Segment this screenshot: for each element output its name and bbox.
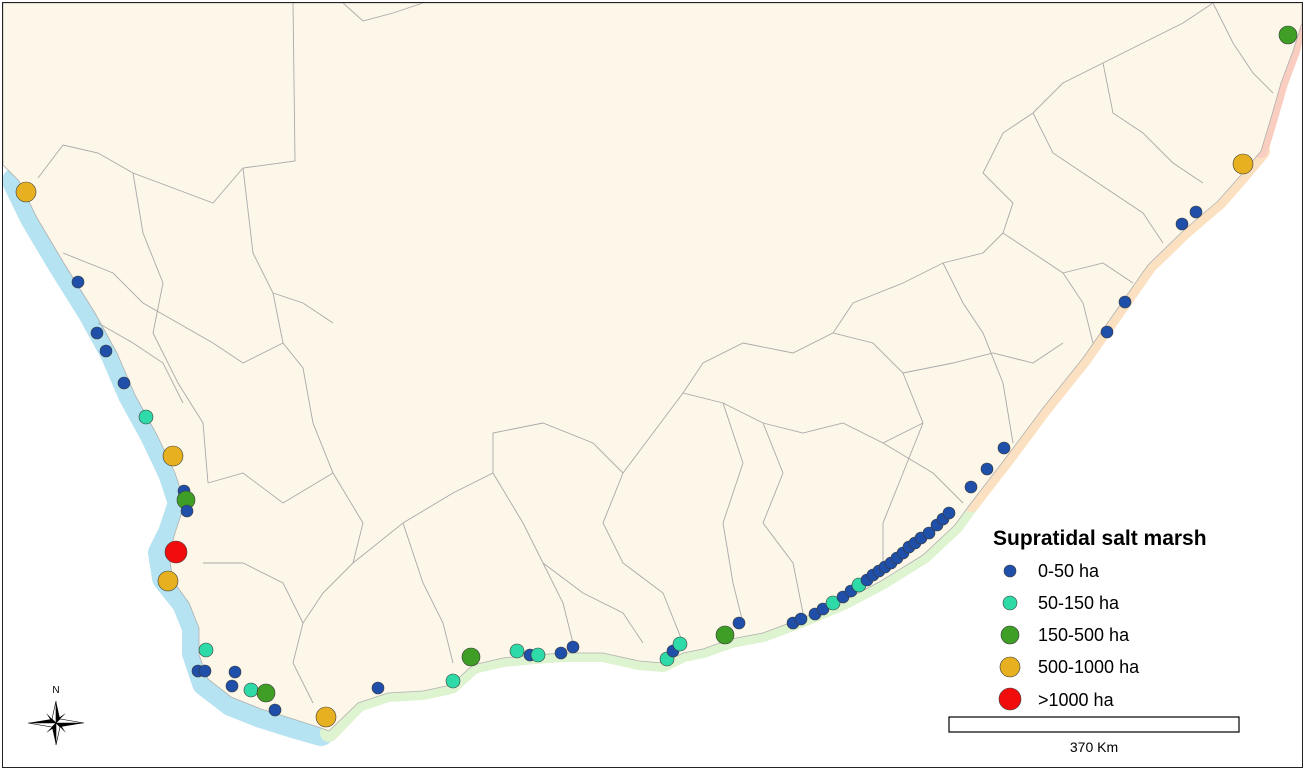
legend-label-2: 150-500 ha bbox=[1038, 625, 1130, 645]
site-marker bbox=[732, 616, 746, 630]
site-marker bbox=[825, 595, 841, 611]
site-marker bbox=[1232, 153, 1254, 175]
site-marker bbox=[371, 681, 385, 695]
site-marker bbox=[162, 445, 184, 467]
site-marker bbox=[942, 506, 956, 520]
internal-boundaries bbox=[37, 3, 1274, 704]
site-marker bbox=[1175, 217, 1189, 231]
legend-swatch-large-icon bbox=[1000, 625, 1020, 645]
site-marker bbox=[315, 706, 337, 728]
scale-bar-label: 370 Km bbox=[1070, 739, 1118, 755]
site-marker bbox=[715, 625, 735, 645]
site-marker bbox=[138, 409, 154, 425]
site-marker bbox=[672, 636, 688, 652]
site-marker bbox=[461, 647, 481, 667]
legend-swatch-xxlarge-icon bbox=[998, 687, 1022, 711]
scale-bar: 370 Km bbox=[948, 716, 1240, 755]
site-marker bbox=[964, 480, 978, 494]
legend-item-1: 50-150 ha bbox=[1002, 593, 1120, 613]
site-marker bbox=[180, 504, 194, 518]
legend: Supratidal salt marsh 0-50 ha 50-150 ha … bbox=[993, 527, 1207, 711]
scale-bar-rect bbox=[948, 716, 1240, 733]
north-arrow: N bbox=[27, 685, 85, 746]
legend-title: Supratidal salt marsh bbox=[993, 527, 1207, 550]
site-marker bbox=[164, 540, 188, 564]
site-marker bbox=[1118, 295, 1132, 309]
site-marker bbox=[90, 326, 104, 340]
north-label: N bbox=[52, 685, 59, 696]
site-marker bbox=[198, 664, 212, 678]
map: N Supratidal salt marsh 0-50 ha 50-150 h… bbox=[3, 3, 1302, 755]
site-marker bbox=[157, 570, 179, 592]
site-marker bbox=[268, 703, 282, 717]
site-marker bbox=[794, 612, 808, 626]
legend-item-0: 0-50 ha bbox=[1003, 561, 1100, 581]
land-mass bbox=[3, 3, 1302, 732]
site-marker bbox=[198, 642, 214, 658]
site-marker bbox=[997, 441, 1011, 455]
salt-marsh-sites bbox=[15, 25, 1298, 728]
west-coast-zone bbox=[3, 168, 334, 746]
site-marker bbox=[228, 665, 242, 679]
legend-item-4: >1000 ha bbox=[998, 687, 1115, 711]
legend-label-0: 0-50 ha bbox=[1038, 561, 1100, 581]
site-marker bbox=[117, 376, 131, 390]
site-marker bbox=[99, 344, 113, 358]
site-marker bbox=[15, 181, 37, 203]
legend-swatch-medium-icon bbox=[1002, 595, 1018, 611]
legend-label-1: 50-150 ha bbox=[1038, 593, 1120, 613]
site-marker bbox=[256, 683, 276, 703]
site-marker bbox=[1278, 25, 1298, 45]
site-marker bbox=[530, 647, 546, 663]
legend-label-3: 500-1000 ha bbox=[1038, 657, 1140, 677]
site-marker bbox=[1100, 325, 1114, 339]
site-marker bbox=[71, 275, 85, 289]
site-marker bbox=[243, 682, 259, 698]
site-marker bbox=[980, 462, 994, 476]
site-marker bbox=[554, 646, 568, 660]
site-marker bbox=[445, 673, 461, 689]
legend-item-3: 500-1000 ha bbox=[999, 656, 1140, 678]
legend-label-4: >1000 ha bbox=[1038, 690, 1115, 710]
legend-swatch-small-icon bbox=[1003, 564, 1017, 578]
site-marker bbox=[1189, 205, 1203, 219]
legend-item-2: 150-500 ha bbox=[1000, 625, 1130, 645]
site-marker bbox=[922, 526, 936, 540]
site-marker bbox=[566, 640, 580, 654]
site-marker bbox=[509, 643, 525, 659]
legend-swatch-xlarge-icon bbox=[999, 656, 1021, 678]
site-marker bbox=[225, 679, 239, 693]
